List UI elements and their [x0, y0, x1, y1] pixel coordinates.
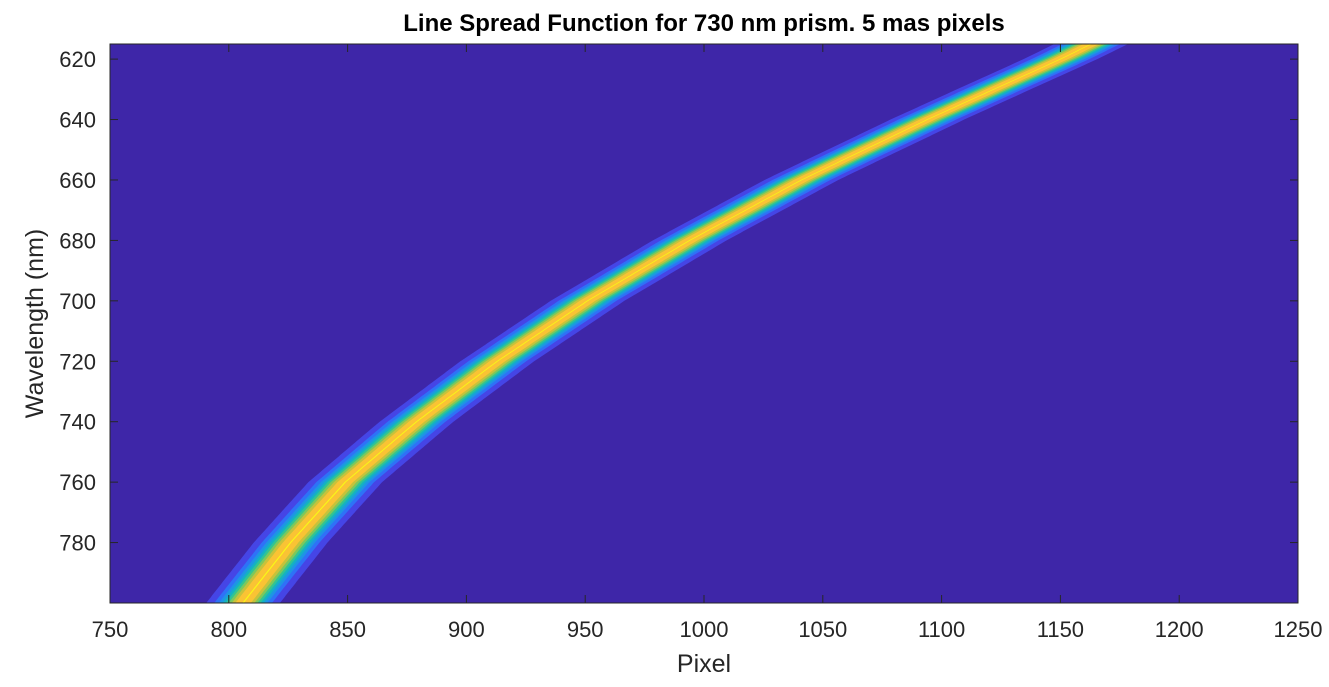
x-tick-label: 850	[329, 617, 366, 642]
chart-title: Line Spread Function for 730 nm prism. 5…	[403, 10, 1005, 37]
x-axis-label: Pixel	[677, 650, 731, 678]
y-tick-label: 700	[59, 289, 96, 314]
y-tick-label: 680	[59, 228, 96, 253]
x-tick-label: 1000	[680, 617, 729, 642]
heatmap-band-level-3	[218, 44, 1116, 603]
x-tick-label: 800	[210, 617, 247, 642]
x-tick-label: 1250	[1274, 617, 1323, 642]
x-tick-label: 750	[92, 617, 129, 642]
x-tick-label: 950	[567, 617, 604, 642]
x-tick-label: 1050	[798, 617, 847, 642]
y-tick-label: 620	[59, 47, 96, 72]
x-axis: 750 800 850 900 950 1000 1050 1100 1150 1200 1250	[92, 44, 1323, 642]
y-tick-label: 780	[59, 531, 96, 556]
y-tick-label: 720	[59, 349, 96, 374]
x-tick-label: 900	[448, 617, 485, 642]
y-tick-label: 740	[59, 410, 96, 435]
heatmap-layer	[206, 44, 1129, 603]
y-tick-label: 760	[59, 470, 96, 495]
y-axis: 620 640 660 680 700 720 740 760 780	[59, 47, 1298, 556]
x-tick-label: 1100	[918, 617, 965, 642]
y-tick-label: 660	[59, 168, 96, 193]
x-tick-label: 1150	[1037, 617, 1084, 642]
y-axis-label: Wavelength (nm)	[21, 229, 49, 418]
y-tick-label: 640	[59, 108, 96, 133]
x-tick-label: 1200	[1155, 617, 1204, 642]
